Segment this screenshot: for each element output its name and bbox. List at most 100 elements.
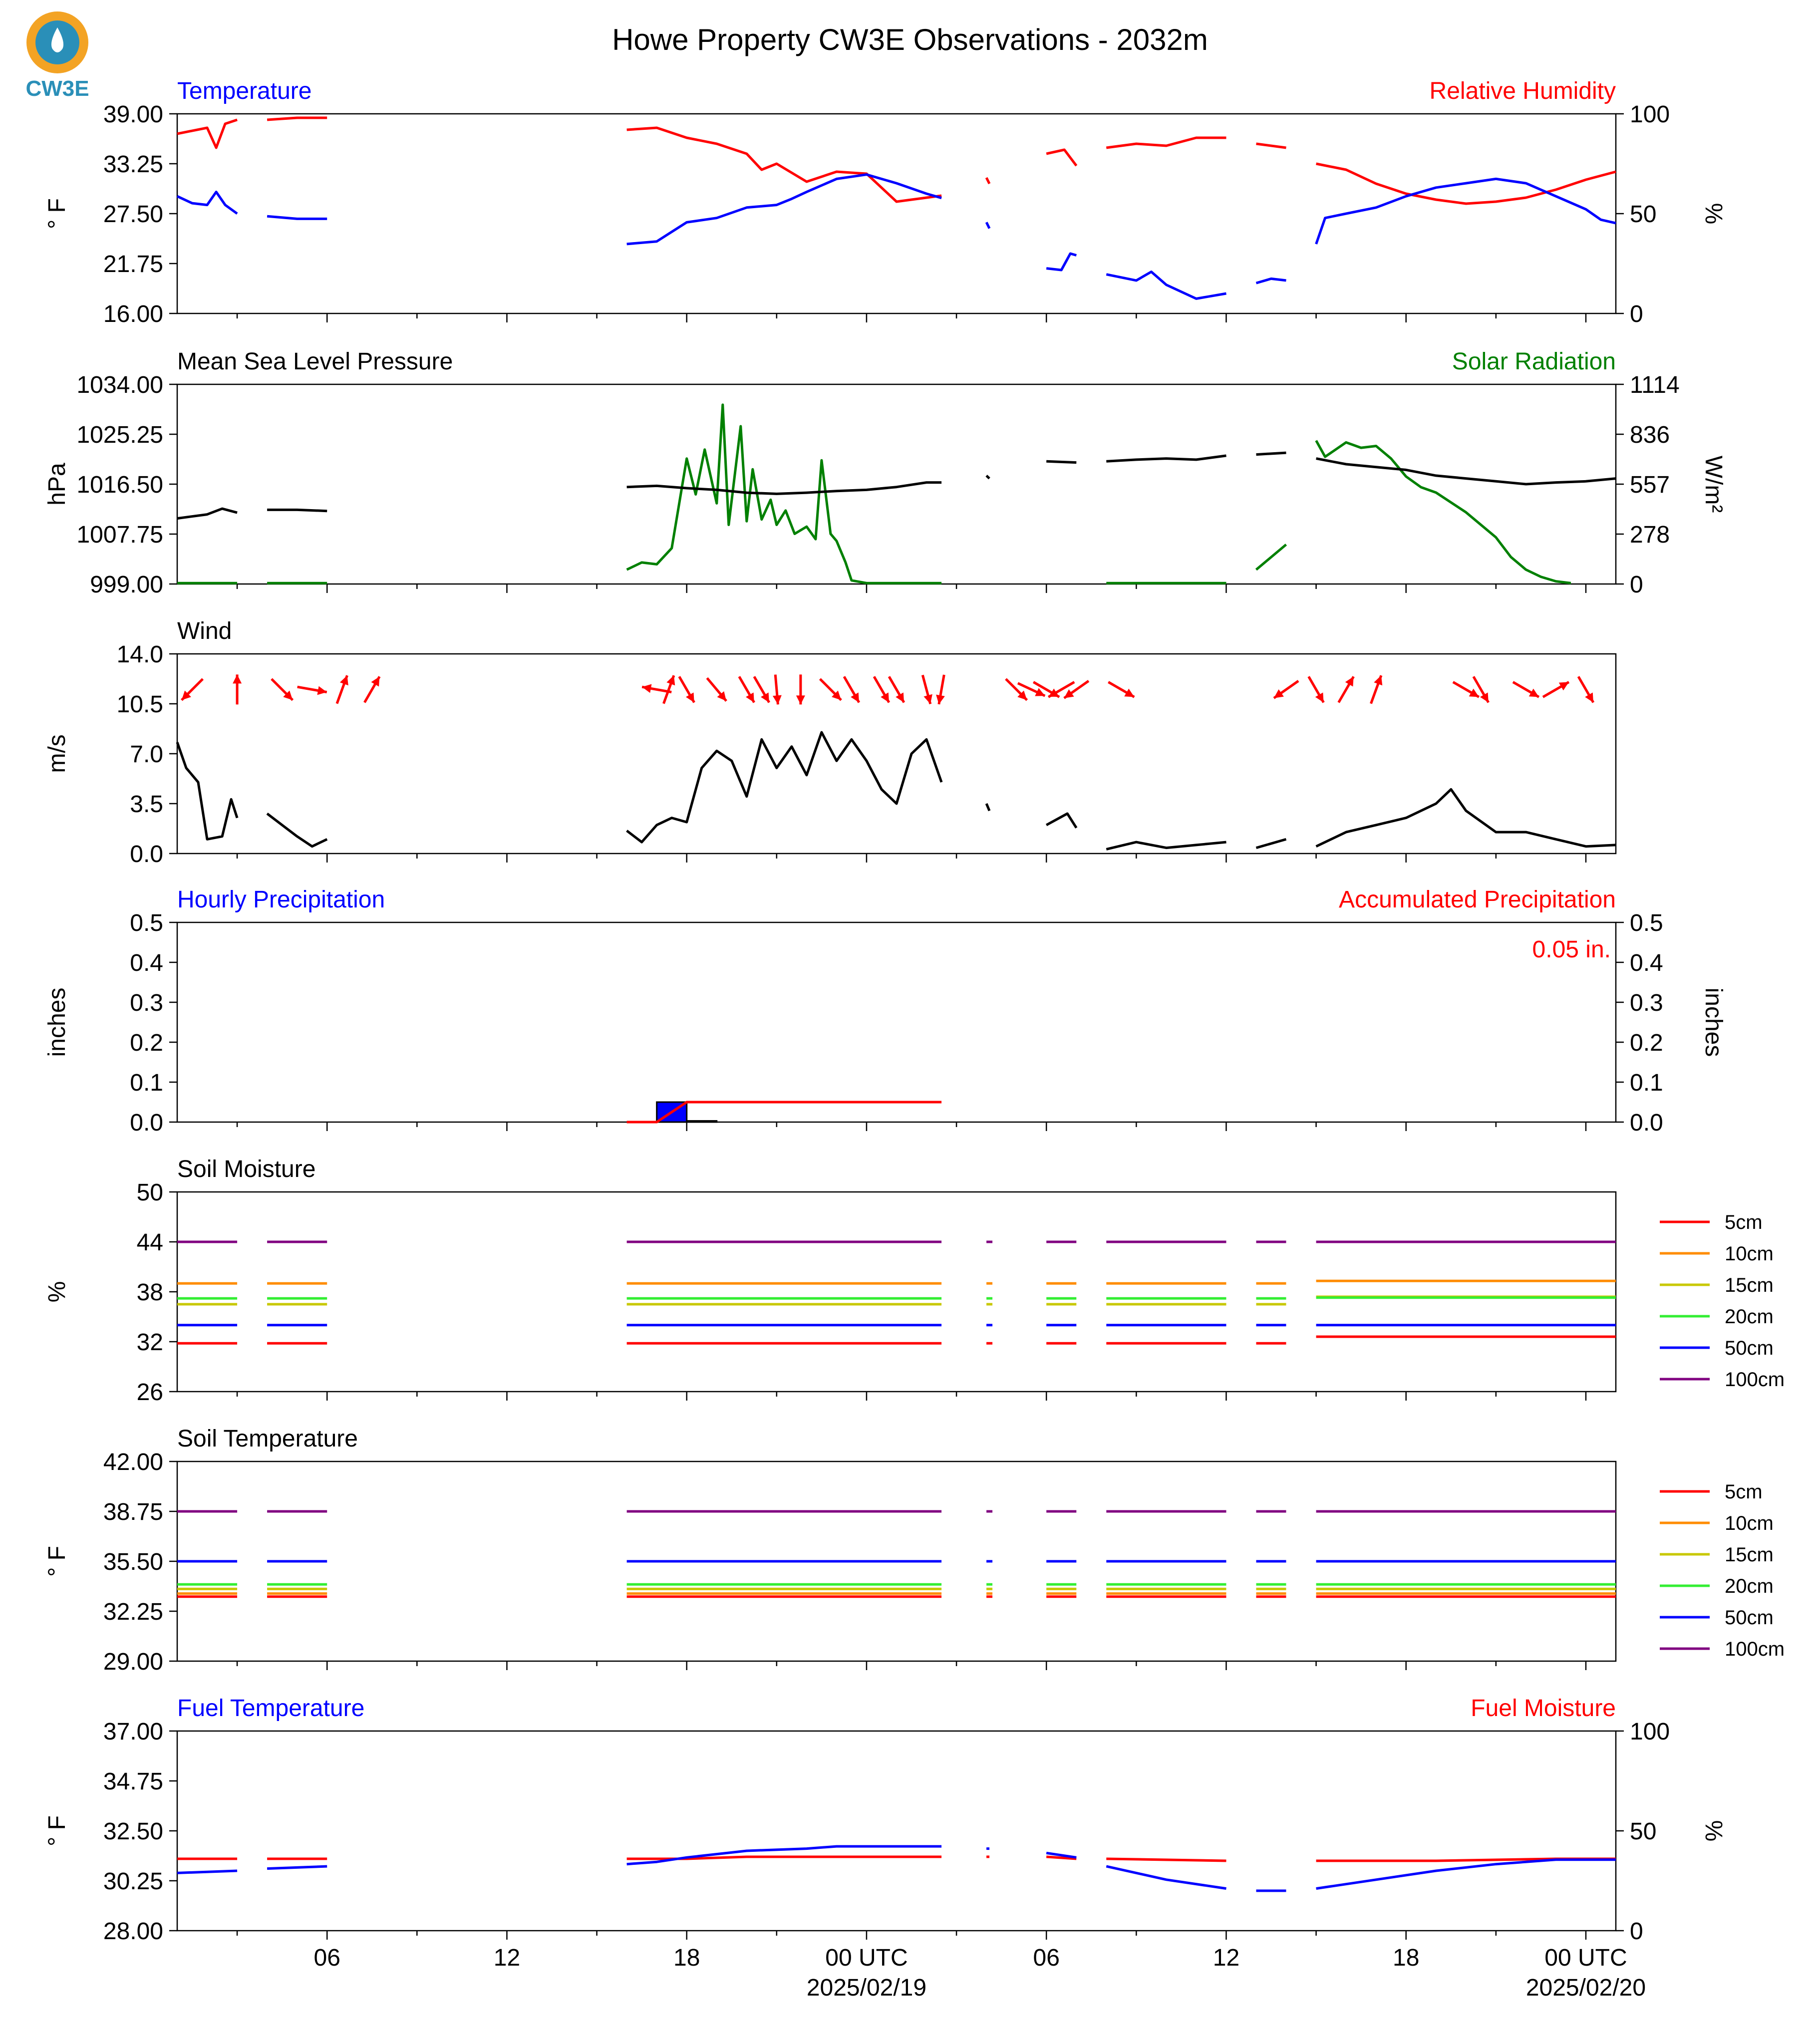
- x-tick-label: 00 UTC: [1544, 1945, 1627, 1971]
- panel-title-wind: Wind: [177, 618, 232, 644]
- legend-label: 5cm: [1725, 1481, 1763, 1503]
- y-right-tick-label: 100: [1630, 101, 1670, 128]
- wind-arrow: [888, 676, 906, 703]
- wind-arrow: [641, 684, 672, 694]
- x-tick-label: 18: [673, 1945, 700, 1971]
- y-tick-label: 28.00: [103, 1918, 163, 1945]
- y-axis-label: ° F: [44, 198, 70, 229]
- panel-soilm: Soil Moisture 50 44 38 32 26%: [44, 1156, 1617, 1406]
- x-tick-label: 00 UTC: [825, 1945, 908, 1971]
- soil-moisture-line-10cm: [177, 1279, 1616, 1285]
- legend-label: 10cm: [1725, 1243, 1774, 1265]
- wind-arrow-head: [923, 694, 932, 704]
- y-tick-label: 42.00: [103, 1449, 163, 1475]
- wind-arrow-head: [1064, 689, 1074, 698]
- wind-arrow: [753, 676, 770, 703]
- wind-arrow: [335, 675, 348, 704]
- soil-moisture-line-15cm: [177, 1295, 1616, 1306]
- plot-frame: [176, 921, 1617, 1123]
- wind-arrow-head: [1480, 692, 1489, 703]
- y-right-axis-label: inches: [1700, 988, 1727, 1057]
- y-tick-label: 0.0: [130, 841, 163, 868]
- y-right-tick-label: 1114: [1630, 372, 1680, 398]
- y-tick-label: 30.25: [103, 1868, 163, 1895]
- wind-arrow: [1337, 676, 1355, 703]
- y-tick-label: 10.5: [117, 691, 163, 718]
- y-tick-label: 0.1: [130, 1070, 163, 1096]
- x-tick-label: 12: [1213, 1945, 1239, 1971]
- wind-arrow-head: [1374, 675, 1383, 686]
- logo-drop-icon: [51, 27, 64, 52]
- wind-arrow: [1047, 681, 1075, 698]
- wind-arrow: [1512, 681, 1540, 698]
- panel-title-temp: Temperature: [177, 78, 311, 104]
- wind-arrow: [1472, 676, 1490, 703]
- legend-label: 20cm: [1725, 1306, 1774, 1328]
- wind-arrow: [1273, 680, 1299, 699]
- panel-title-soilm: Soil Moisture: [177, 1156, 315, 1182]
- wind-arrow-head: [283, 690, 293, 700]
- y-right-tick-label: 0: [1630, 1918, 1643, 1945]
- wind-arrow: [706, 677, 727, 702]
- y-right-tick-label: 557: [1630, 472, 1670, 498]
- wind-arrow-head: [761, 692, 769, 703]
- wind-arrow-head: [1273, 689, 1284, 698]
- panel-pres: Mean Sea Level Pressure Solar Radiation 10…: [44, 348, 1727, 598]
- y-tick-label: 7.0: [130, 741, 163, 768]
- y-tick-label: 14.0: [117, 641, 163, 668]
- wind-arrow-head: [936, 694, 945, 704]
- y-tick-label: 0.4: [130, 950, 163, 976]
- wind-arrow: [678, 676, 695, 703]
- legend-label: 50cm: [1725, 1607, 1774, 1629]
- legend-label: 100cm: [1725, 1638, 1785, 1660]
- wind-arrow: [796, 674, 805, 705]
- y-right-tick-label: 0: [1630, 301, 1643, 327]
- wind-arrow-head: [666, 675, 675, 686]
- x-tick-label: 06: [314, 1945, 340, 1971]
- wind-arrow: [1108, 681, 1135, 698]
- wind-arrow-head: [317, 686, 327, 695]
- y-right-tick-label: 50: [1630, 201, 1656, 228]
- wind-arrow: [233, 674, 242, 705]
- panel-right-title-temp: Relative Humidity: [1430, 78, 1616, 104]
- wind-arrow-head: [796, 695, 805, 705]
- y-tick-label: 33.25: [103, 151, 163, 178]
- plot-frame: [176, 113, 1617, 314]
- y-axis-label: m/s: [44, 734, 70, 773]
- legend-label: 10cm: [1725, 1512, 1774, 1534]
- wind-arrow-head: [371, 676, 380, 687]
- wind-arrow: [873, 676, 891, 703]
- y-tick-label: 37.00: [103, 1719, 163, 1745]
- wind-arrow-head: [1035, 688, 1045, 696]
- wind-arrow: [1005, 678, 1028, 701]
- legend-label: 15cm: [1725, 1544, 1774, 1566]
- y-tick-label: 0.2: [130, 1030, 163, 1056]
- wind-arrow-head: [832, 690, 842, 700]
- y-tick-label: 16.00: [103, 301, 163, 327]
- y-right-tick-label: 100: [1630, 1719, 1670, 1745]
- x-date-label: 2025/02/19: [807, 1975, 926, 2001]
- y-right-tick-label: 0.0: [1630, 1110, 1663, 1136]
- y-tick-label: 38: [137, 1279, 163, 1306]
- y-right-tick-label: 836: [1630, 422, 1670, 448]
- wind-arrow: [1370, 675, 1383, 704]
- wind-arrow-head: [181, 690, 191, 700]
- wind-arrow-head: [642, 684, 652, 693]
- x-tick-label: 18: [1393, 1945, 1419, 1971]
- legend-label: 5cm: [1725, 1211, 1763, 1233]
- wind-arrow-head: [1048, 688, 1059, 697]
- wind-arrow: [363, 676, 381, 703]
- y-tick-label: 50: [137, 1179, 163, 1206]
- y-tick-label: 0.5: [130, 910, 163, 936]
- panel-wind: Wind 14.0 10.5 7.0 3.5 0.0 m/s: [44, 618, 1617, 868]
- pressure-line: [177, 451, 1616, 520]
- panel-soilt: Soil Temperature 42.00 38.75 35.50 32.25 29.0…: [44, 1426, 1617, 1675]
- y-right-tick-label: 0.3: [1630, 990, 1663, 1016]
- y-tick-label: 35.50: [103, 1549, 163, 1575]
- wind-arrow: [738, 676, 755, 703]
- wind-arrow: [297, 685, 327, 695]
- y-right-axis-label: %: [1700, 1820, 1727, 1842]
- legend-label: 15cm: [1725, 1274, 1774, 1296]
- logo-text: CW3E: [25, 76, 89, 101]
- fuel-moisture-line: [177, 1855, 1616, 1862]
